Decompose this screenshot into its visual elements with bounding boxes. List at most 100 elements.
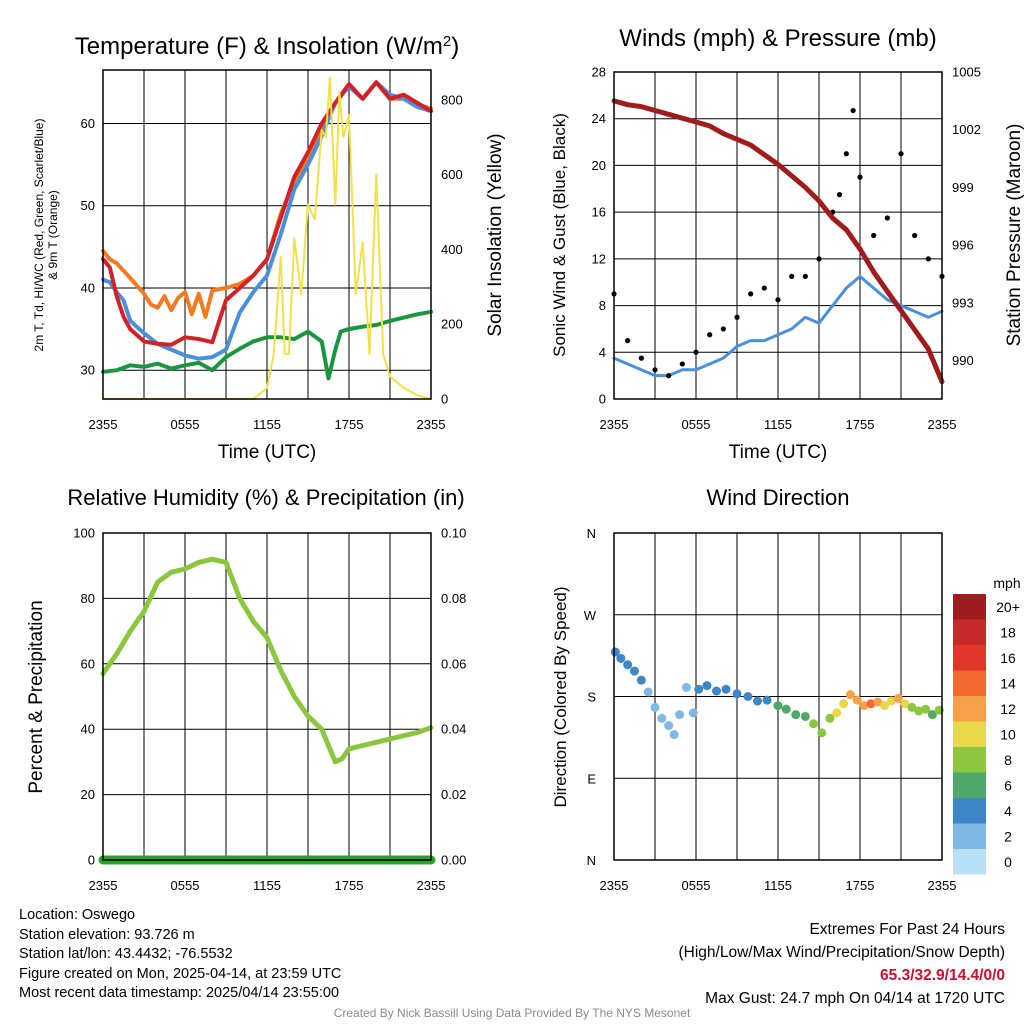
y-tick-label: 0.06	[441, 656, 466, 671]
y-tick-label: 60	[81, 116, 95, 131]
y-tick-label: 0.10	[441, 526, 466, 541]
temperature-y2label: Solar Insolation (Yellow)	[485, 133, 506, 336]
direction-point	[817, 728, 827, 738]
x-tick-label: 0555	[682, 878, 711, 893]
extremes-info: Extremes For Past 24 Hours (High/Low/Max…	[679, 918, 1006, 1010]
y-tick-label: 0.04	[441, 722, 466, 737]
direction-tick-label: S	[587, 690, 596, 705]
winds-panel: Winds (mph) & Pressure (mb) 0 4 8 12 16 20 24 2…	[550, 25, 1024, 463]
direction-point	[866, 699, 876, 709]
gust-point	[789, 273, 795, 279]
direction-point	[927, 710, 937, 720]
y-tick-label: 8	[599, 298, 606, 313]
direction-point	[900, 699, 910, 709]
legend-label: 2	[1004, 828, 1012, 844]
y-tick-label: 0	[88, 853, 95, 868]
direction-point	[702, 681, 712, 691]
x-tick-label: 2355	[417, 417, 446, 432]
legend-swatch	[953, 696, 986, 722]
recent-timestamp: Most recent data timestamp: 2025/04/14 2…	[19, 985, 340, 1001]
gust-point	[652, 367, 658, 373]
winds-ylabel: Sonic Wind & Gust (Blue, Black)	[550, 113, 569, 357]
y-tick-label: 1002	[952, 122, 981, 137]
direction-point	[859, 701, 869, 711]
direction-point	[630, 666, 639, 676]
temperature-series-line	[101, 309, 433, 381]
extremes-values: 65.3/32.9/14.4/0/0	[880, 967, 1005, 984]
direction-ylabel: Direction (Colored By Speed)	[551, 586, 570, 807]
direction-x-ticks: 2355 0555 1155 1755 2355	[600, 878, 957, 893]
direction-point	[681, 682, 691, 692]
direction-plot-frame	[613, 532, 943, 861]
x-tick-label: 0555	[682, 417, 711, 432]
y-tick-label: 40	[81, 722, 95, 737]
x-tick-label: 2355	[928, 878, 957, 893]
direction-point	[845, 690, 855, 700]
direction-point	[675, 710, 685, 720]
x-tick-label: 1755	[846, 417, 875, 432]
direction-grid	[614, 533, 942, 860]
direction-point	[809, 719, 819, 729]
y-tick-label: 0.08	[441, 591, 466, 606]
y-tick-label: 60	[81, 656, 95, 671]
station-location: Location: Oswego	[19, 907, 136, 923]
extremes-heading: Extremes For Past 24 Hours	[809, 921, 1005, 938]
direction-point	[921, 704, 931, 714]
gust-point	[775, 297, 781, 303]
humidity-title: Relative Humidity (%) & Precipitation (i…	[67, 485, 464, 510]
temperature-series-line	[101, 80, 433, 347]
temperature-ylabel-line1: 2m T, Td, HI/WC (Red, Green, Scarlet/Blu…	[32, 119, 46, 352]
legend-label: 18	[1000, 624, 1016, 640]
y-tick-label: 0.00	[441, 853, 466, 868]
x-tick-label: 2355	[600, 417, 629, 432]
legend-label: 16	[1000, 650, 1016, 666]
gust-point	[720, 326, 726, 332]
gust-point	[816, 256, 822, 262]
direction-y-ticks: N E S W N	[584, 526, 597, 868]
y-tick-label: 800	[441, 92, 463, 107]
legend-swatch	[953, 670, 986, 696]
direction-point	[781, 704, 791, 714]
direction-point	[893, 693, 903, 703]
y-tick-label: 0	[441, 392, 448, 407]
extremes-subheading: (High/Low/Max Wind/Precipitation/Snow De…	[678, 944, 1006, 961]
humidity-x-ticks: 2355 0555 1155 1755 2355	[89, 878, 446, 893]
direction-point	[694, 684, 704, 694]
direction-tick-label: N	[587, 853, 596, 868]
y-tick-label: 50	[81, 198, 95, 213]
gust-point	[850, 107, 856, 114]
direction-tick-label: E	[587, 771, 596, 786]
legend-label: 8	[1004, 752, 1012, 768]
y-tick-label: 24	[592, 111, 606, 126]
max-gust: Max Gust: 24.7 mph On 04/14 at 1720 UTC	[705, 990, 1005, 1007]
gust-point	[748, 291, 754, 297]
figure-created: Figure created on Mon, 2025-04-14, at 23…	[19, 965, 342, 982]
y-tick-label: 4	[599, 345, 606, 360]
y-tick-label: 100	[73, 526, 95, 541]
x-tick-label: 2355	[89, 878, 118, 893]
legend-swatch	[953, 619, 986, 645]
y-tick-label: 993	[952, 295, 974, 310]
temperature-title: Temperature (F) & Insolation (W/m2)	[75, 33, 459, 61]
direction-point	[610, 647, 620, 657]
gust-point	[802, 273, 808, 279]
direction-point	[825, 713, 835, 723]
direction-point	[623, 660, 633, 670]
winds-y2label: Station Pressure (Maroon)	[1004, 124, 1024, 347]
y-tick-label: 400	[441, 242, 463, 257]
direction-point	[643, 687, 653, 697]
legend-label: 20+	[996, 599, 1020, 615]
x-tick-label: 2355	[89, 417, 118, 432]
direction-point	[721, 684, 731, 694]
direction-title: Wind Direction	[706, 485, 849, 510]
legend-label: 6	[1004, 777, 1012, 793]
pressure-line	[611, 98, 945, 385]
y-tick-label: 600	[441, 167, 463, 182]
gust-point	[734, 314, 740, 320]
x-tick-label: 2355	[928, 417, 957, 432]
winds-y2-ticks: 990 993 996 999 1002 1005	[952, 65, 981, 369]
y-tick-label: 200	[441, 317, 463, 332]
direction-point	[800, 711, 810, 721]
